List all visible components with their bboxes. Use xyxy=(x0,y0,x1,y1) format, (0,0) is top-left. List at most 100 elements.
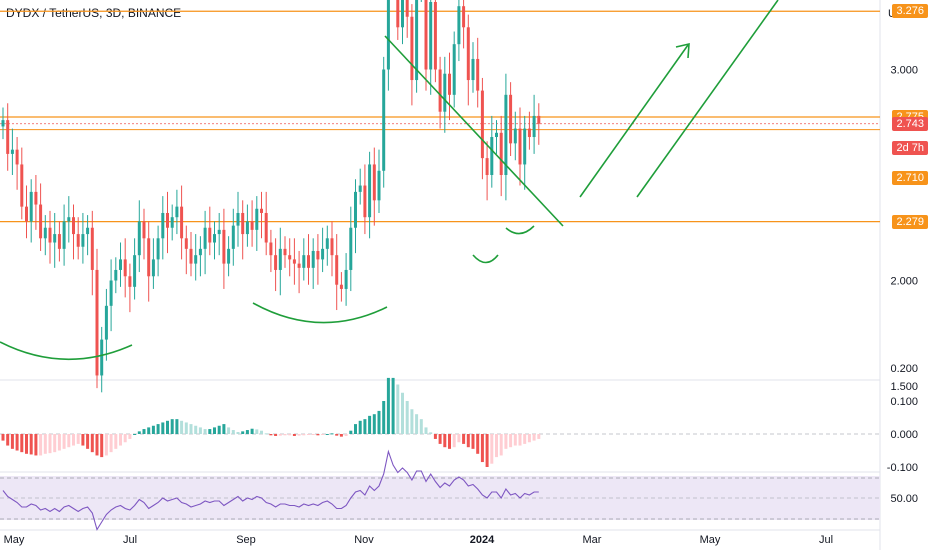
macd-bar xyxy=(386,377,390,434)
macd-bar xyxy=(72,434,75,446)
macd-bar xyxy=(90,434,94,453)
candle xyxy=(156,238,160,260)
rsi-tick-label: 50.00 xyxy=(890,493,918,505)
macd-bar xyxy=(415,414,419,434)
candle xyxy=(236,212,240,226)
candle xyxy=(363,185,367,218)
candle xyxy=(354,191,357,228)
candle xyxy=(231,225,235,249)
macd-bar xyxy=(452,434,456,448)
candle xyxy=(95,269,99,376)
macd-bar xyxy=(372,414,376,434)
macd-bar xyxy=(339,434,343,437)
candle xyxy=(382,69,386,171)
candle xyxy=(114,269,118,281)
candle xyxy=(109,280,113,306)
macd-bar xyxy=(433,434,437,439)
candle xyxy=(278,248,282,270)
macd-bar xyxy=(76,434,80,444)
macd-bar xyxy=(203,429,207,434)
macd-bar xyxy=(236,432,240,434)
time-tick-label: Sep xyxy=(236,534,256,546)
candle xyxy=(170,217,174,228)
macd-bar xyxy=(81,434,85,446)
candle xyxy=(25,206,28,222)
candle xyxy=(311,250,315,268)
macd-bar xyxy=(448,434,451,449)
candle xyxy=(264,212,268,243)
candle xyxy=(372,164,376,201)
macd-bar xyxy=(344,434,348,436)
macd-bar xyxy=(15,434,19,451)
candle xyxy=(344,269,348,289)
macd-bar xyxy=(504,434,508,449)
candle xyxy=(104,305,108,340)
up-arrow-long xyxy=(636,0,779,198)
macd-tick-label: 0.000 xyxy=(890,429,918,441)
candle xyxy=(274,255,278,270)
candle xyxy=(471,58,475,81)
candle xyxy=(292,259,296,264)
macd-bar xyxy=(133,434,137,435)
candle xyxy=(10,149,14,154)
macd-bar xyxy=(316,434,320,436)
candle xyxy=(142,221,146,239)
candle xyxy=(166,212,169,228)
candle xyxy=(386,0,390,70)
macd-tick-label: 0.100 xyxy=(890,396,918,408)
price-tick-label: 3.000 xyxy=(890,65,918,77)
candle xyxy=(433,1,437,70)
macd-bar xyxy=(401,392,404,434)
macd-bar xyxy=(57,434,61,451)
price-badge: 2.743 xyxy=(892,116,928,131)
candle xyxy=(443,73,447,112)
macd-bar xyxy=(10,434,14,449)
macd-bar xyxy=(527,434,531,443)
candle xyxy=(527,128,531,138)
candle xyxy=(250,221,254,230)
arc-small-2 xyxy=(505,225,535,235)
macd-bar xyxy=(114,434,118,449)
macd-bar xyxy=(67,434,71,448)
macd-bar xyxy=(288,434,292,436)
candle xyxy=(297,263,301,268)
candle xyxy=(504,94,508,175)
time-tick-label: May xyxy=(700,534,721,546)
macd-bar xyxy=(354,424,357,434)
candle xyxy=(62,221,66,249)
candle xyxy=(410,16,414,81)
macd-bar xyxy=(518,434,522,446)
candle xyxy=(485,158,489,175)
macd-bar xyxy=(6,434,10,446)
candle xyxy=(321,248,325,260)
candle xyxy=(217,229,221,235)
candle xyxy=(123,259,127,277)
macd-bar xyxy=(278,434,282,436)
candle xyxy=(490,137,494,175)
macd-bar xyxy=(443,434,447,448)
macd-bar xyxy=(292,434,296,436)
candle xyxy=(48,227,52,243)
candle xyxy=(396,0,400,28)
candle xyxy=(335,255,339,285)
macd-bar xyxy=(137,431,141,434)
macd-bar xyxy=(109,434,113,453)
candle xyxy=(424,0,428,70)
candle xyxy=(67,217,71,222)
macd-bar xyxy=(128,434,132,439)
macd-bar xyxy=(48,434,52,454)
candle xyxy=(288,255,292,260)
macd-bar xyxy=(119,434,122,446)
candle xyxy=(161,212,165,239)
macd-bar xyxy=(382,401,386,434)
macd-bar xyxy=(490,434,494,464)
candle xyxy=(316,250,320,260)
macd-bar xyxy=(208,429,212,434)
candle xyxy=(368,164,372,218)
candle xyxy=(509,94,513,144)
macd-bar xyxy=(311,434,315,435)
trend-drawings xyxy=(0,0,779,361)
candle xyxy=(330,238,334,256)
macd-bar xyxy=(222,424,226,434)
